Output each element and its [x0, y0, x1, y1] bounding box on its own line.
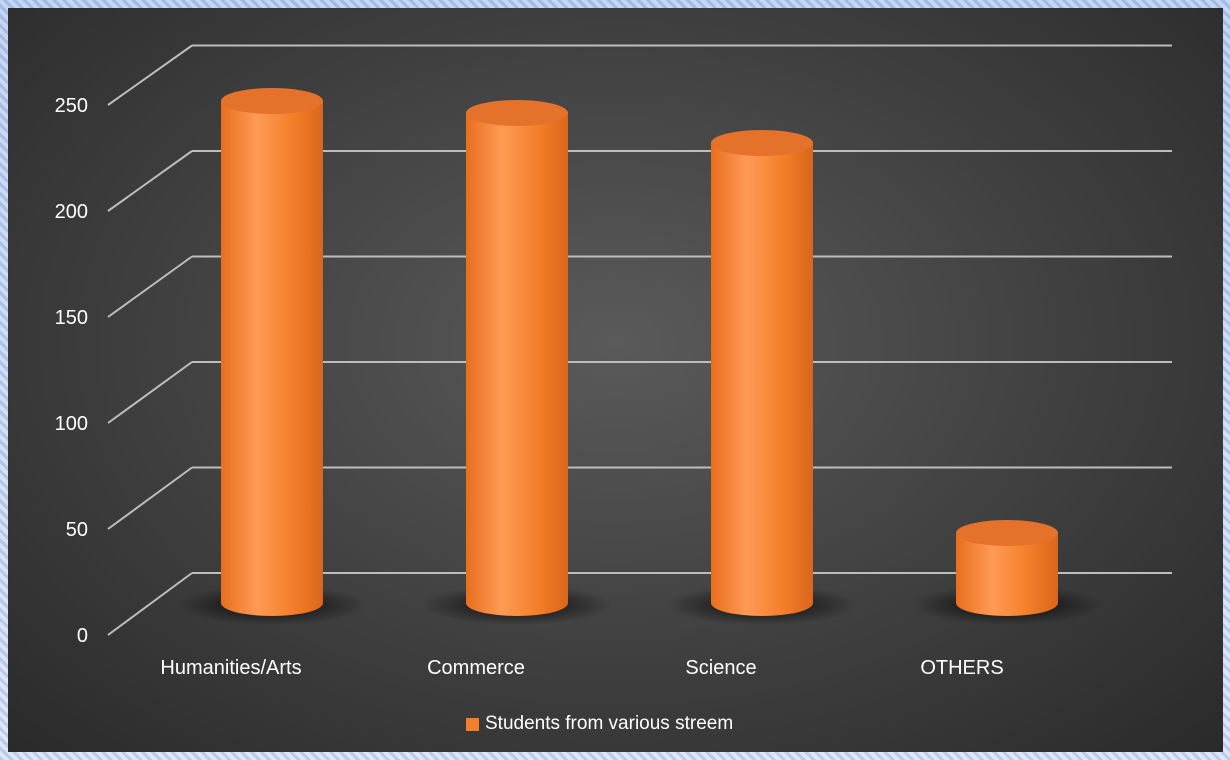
bar — [221, 101, 323, 616]
gridline-diagonal — [107, 44, 193, 106]
chart-panel — [8, 8, 1223, 752]
legend-label: Students from various streem — [485, 713, 734, 734]
bar-top — [711, 130, 813, 156]
y-tick-label: 150 — [55, 307, 88, 329]
gridline-diagonal — [107, 150, 193, 212]
y-tick-label: 50 — [66, 519, 88, 541]
x-tick-label: Humanities/Arts — [160, 657, 301, 679]
gridline-diagonal — [107, 572, 193, 636]
bar-top — [221, 88, 323, 114]
y-tick-label: 0 — [77, 625, 88, 647]
bar — [711, 143, 813, 616]
bar-top — [466, 100, 568, 126]
x-tick-label: Science — [685, 657, 756, 679]
bar-top — [956, 520, 1058, 546]
y-tick-label: 250 — [55, 95, 88, 117]
x-tick-label: OTHERS — [920, 657, 1003, 679]
gridline-diagonal — [107, 255, 193, 318]
gridline-diagonal — [107, 466, 193, 530]
legend: Students from various streem — [466, 713, 733, 735]
legend-swatch — [466, 717, 479, 731]
x-tick-label: Commerce — [427, 657, 525, 679]
y-tick-label: 200 — [55, 201, 88, 223]
bar — [956, 533, 1058, 616]
y-tick-label: 100 — [55, 413, 88, 435]
bar — [466, 113, 568, 616]
gridline-diagonal — [107, 361, 193, 424]
